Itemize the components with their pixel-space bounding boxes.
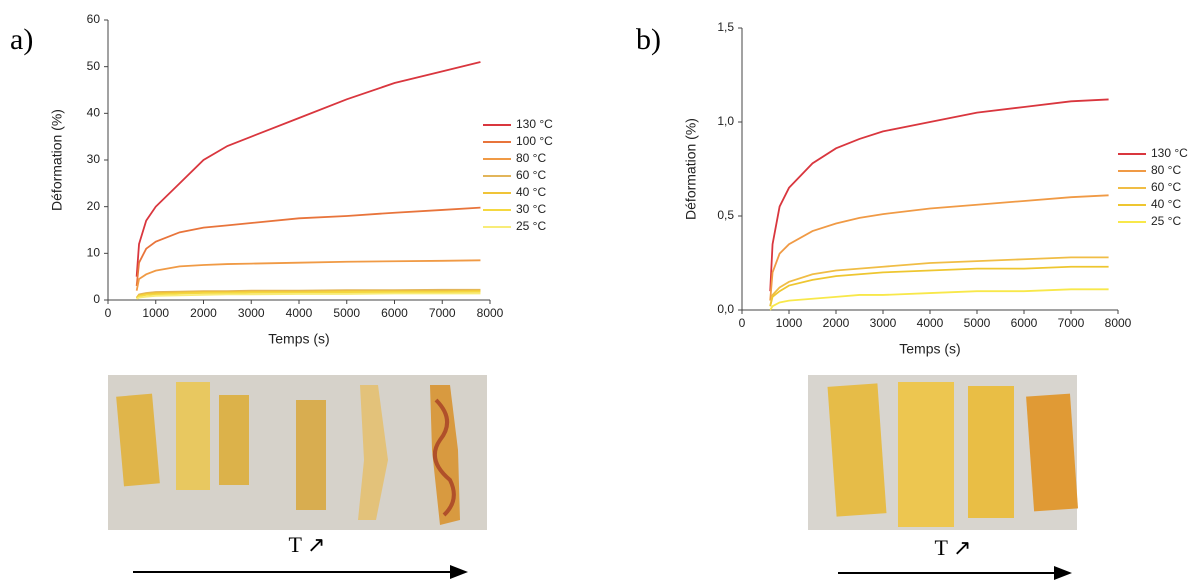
y-tick-label: 30 — [87, 152, 101, 166]
line — [769, 256, 1109, 307]
line — [136, 292, 481, 300]
legend-label: 130 °C — [516, 117, 553, 131]
x-axis-label: Temps (s) — [899, 341, 960, 357]
legend-label: 60 °C — [1151, 180, 1181, 194]
line — [135, 61, 481, 277]
x-tick-label: 8000 — [1105, 316, 1132, 330]
x-tick-label: 1000 — [142, 306, 169, 320]
y-tick-label: 20 — [87, 199, 101, 213]
x-tick-label: 7000 — [429, 306, 456, 320]
y-axis-label: Déformation (%) — [683, 118, 699, 220]
legend-label: 40 °C — [1151, 197, 1181, 211]
x-tick-label: 3000 — [870, 316, 897, 330]
line — [135, 259, 481, 291]
arrow — [133, 565, 1072, 580]
x-tick-label: 1000 — [776, 316, 803, 330]
legend-label: 40 °C — [516, 185, 546, 199]
line — [135, 288, 481, 299]
y-tick-label: 0 — [93, 292, 100, 306]
y-tick-label: 50 — [87, 59, 101, 73]
arrow-label: T ↗ — [935, 535, 972, 560]
line — [769, 98, 1109, 292]
x-tick-label: 3000 — [238, 306, 265, 320]
line — [136, 290, 481, 300]
line — [769, 194, 1109, 301]
x-tick-label: 8000 — [477, 306, 504, 320]
panel-label: a) — [10, 23, 33, 56]
photo — [108, 375, 487, 530]
line — [769, 288, 1109, 311]
y-axis-label: Déformation (%) — [49, 109, 65, 211]
line — [135, 289, 481, 299]
x-tick-label: 5000 — [333, 306, 360, 320]
legend-label: 80 °C — [516, 151, 546, 165]
y-tick-label: 0,0 — [717, 302, 734, 316]
x-axis-label: Temps (s) — [268, 331, 329, 347]
y-tick-label: 10 — [87, 246, 101, 260]
y-tick-label: 40 — [87, 106, 101, 120]
legend-label: 25 °C — [516, 219, 546, 233]
y-tick-label: 1,5 — [717, 20, 734, 34]
line — [769, 265, 1109, 307]
x-tick-label: 2000 — [823, 316, 850, 330]
legend-label: 130 °C — [1151, 146, 1188, 160]
legend-label: 80 °C — [1151, 163, 1181, 177]
x-tick-label: 2000 — [190, 306, 217, 320]
legend-label: 60 °C — [516, 168, 546, 182]
x-tick-label: 7000 — [1058, 316, 1085, 330]
line — [135, 206, 481, 287]
y-tick-label: 60 — [87, 12, 101, 26]
x-tick-label: 4000 — [286, 306, 313, 320]
legend-label: 100 °C — [516, 134, 553, 148]
arrow-label: T ↗ — [289, 532, 326, 557]
legend-label: 25 °C — [1151, 214, 1181, 228]
x-tick-label: 6000 — [381, 306, 408, 320]
x-tick-label: 4000 — [917, 316, 944, 330]
panel-label: b) — [636, 23, 661, 56]
y-tick-label: 0,5 — [717, 208, 734, 222]
x-tick-label: 0 — [105, 306, 112, 320]
y-tick-label: 1,0 — [717, 114, 734, 128]
photo — [808, 375, 1078, 530]
legend-label: 30 °C — [516, 202, 546, 216]
x-tick-label: 0 — [739, 316, 746, 330]
x-tick-label: 6000 — [1011, 316, 1038, 330]
x-tick-label: 5000 — [964, 316, 991, 330]
